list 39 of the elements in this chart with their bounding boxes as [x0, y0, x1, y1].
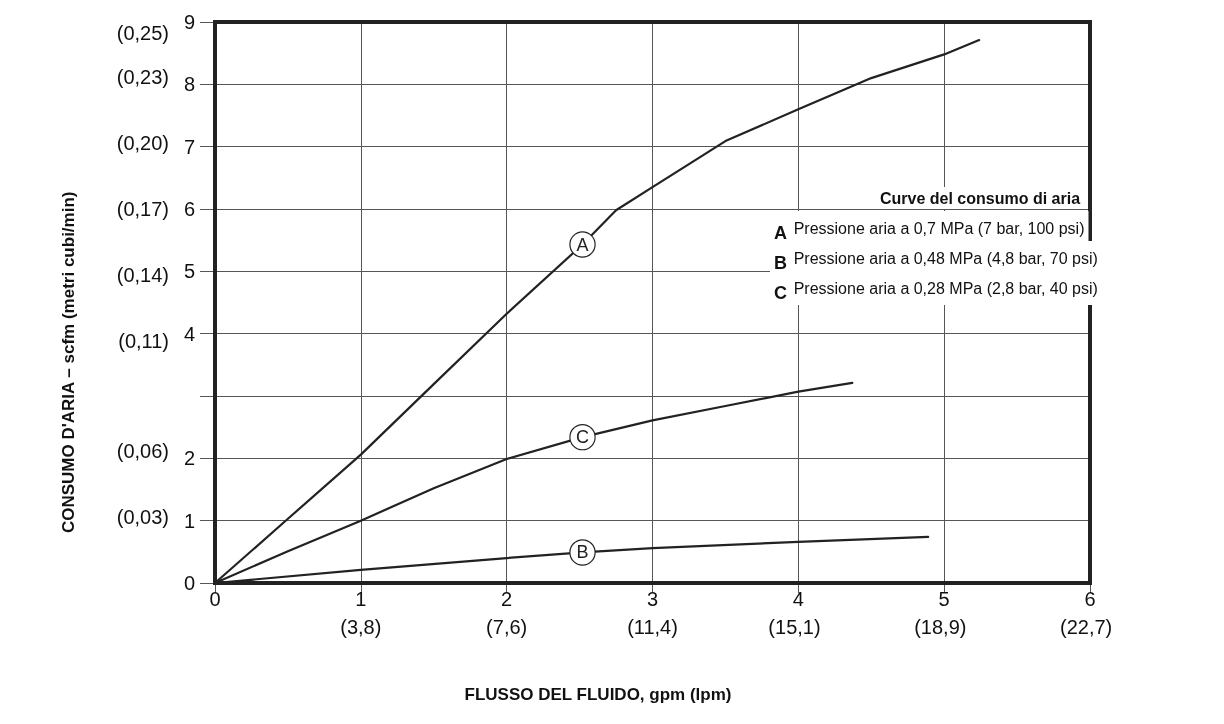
y-tick-label: 1 [183, 509, 195, 532]
y2-tick-label: (0,11) [118, 330, 169, 352]
y2-tick-label: (0,25) [116, 22, 169, 44]
y-tick-label: 0 [183, 572, 195, 594]
data-label: A [576, 234, 589, 255]
x-axis-title: FLUSSO DEL FLUIDO, gpm (lpm) [464, 685, 732, 704]
data-label: B [576, 542, 589, 563]
y-tick-label: 8 [183, 73, 195, 96]
x-tick-label: 4 [792, 588, 804, 610]
x2-tick-label: (22,7) [1060, 616, 1113, 638]
y-tick-label: 7 [183, 135, 195, 158]
y2-tick-label: (0,03) [116, 506, 169, 528]
y2-tick-label: (0,20) [116, 132, 169, 154]
annotation: C Pressione aria a 0,28 MPa (2,8 bar, 40 psi) [774, 279, 1098, 303]
x-tick-label: 5 [938, 588, 950, 610]
x-tick-label: 3 [646, 588, 659, 610]
x-tick-label: 2 [501, 588, 513, 610]
y2-axis-title: CONSUMO D'ARIA – scfm (metri cubi/min) [59, 191, 78, 534]
annotation: B Pressione aria a 0,48 MPa (4,8 bar, 70 psi) [774, 249, 1098, 273]
x2-tick-label: (15,1) [768, 616, 821, 638]
x2-tick-label: (3,8) [340, 616, 382, 638]
y-tick-label: 2 [183, 447, 195, 470]
legend-title: Curve del consumo di aria [880, 189, 1081, 207]
y-tick-label: 6 [183, 198, 195, 220]
y-tick-label: 5 [183, 260, 195, 283]
y-tick-label: 9 [183, 11, 195, 33]
y2-tick-label: (0,17) [116, 198, 169, 220]
x2-tick-label: (11,4) [627, 616, 678, 638]
data-label: C [576, 427, 589, 448]
y2-tick-label: (0,06) [116, 440, 169, 462]
annotation: A Pressione aria a 0,7 MPa (7 bar, 100 psi) [774, 219, 1085, 243]
x2-tick-label: (18,9) [914, 616, 967, 638]
y-tick-label: 4 [183, 322, 195, 345]
x-tick-label: 0 [209, 588, 221, 610]
y2-tick-label: (0,14) [116, 264, 169, 286]
y2-tick-label: (0,23) [116, 66, 169, 88]
x-tick-label: 1 [355, 588, 367, 610]
x2-tick-label: (7,6) [486, 616, 528, 638]
x-tick-label: 6 [1084, 588, 1096, 610]
